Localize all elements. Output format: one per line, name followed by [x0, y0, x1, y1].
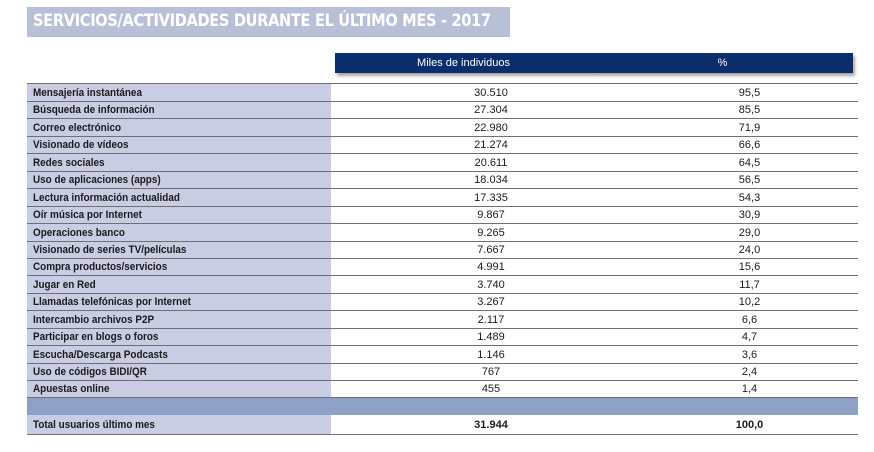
row-label: Redes sociales [33, 156, 105, 169]
title-banner: SERVICIOS/ACTIVIDADES DURANTE EL ÚLTIMO … [27, 7, 510, 37]
row-label: Visionado de series TV/películas [33, 243, 187, 256]
separator-band [27, 398, 858, 415]
row-label: Búsqueda de información [33, 104, 155, 117]
table-row: Uso de códigos BIDI/QR 767 2,4 [27, 363, 858, 382]
table-row: Apuestas online 455 1,4 [27, 380, 858, 399]
row-percent: 56,5 [738, 174, 761, 187]
row-percent: 10,2 [738, 296, 761, 309]
row-percent: 24,0 [738, 243, 761, 256]
row-value: 4.991 [477, 261, 505, 274]
row-percent: 30,9 [738, 209, 761, 222]
table-row: Mensajería instantánea 30.510 95,5 [27, 84, 858, 102]
table-row: Búsqueda de información 27.304 85,5 [27, 101, 858, 120]
row-label: Participar en blogs o foros [33, 331, 159, 344]
row-label: Uso de códigos BIDI/QR [33, 366, 147, 379]
row-value: 17.335 [474, 191, 508, 204]
table-row: Uso de aplicaciones (apps) 18.034 56,5 [27, 171, 858, 190]
row-value: 20.611 [474, 156, 508, 169]
total-label-background [27, 415, 331, 434]
row-label: Llamadas telefónicas por Internet [33, 296, 191, 309]
table-row: Correo electrónico 22.980 71,9 [27, 119, 858, 137]
row-value: 767 [481, 366, 501, 379]
total-label: Total usuarios último mes [33, 419, 155, 431]
table-row: Intercambio archivos P2P 2.117 6,6 [27, 311, 858, 329]
row-percent: 15,6 [738, 261, 761, 274]
row-label: Apuestas online [33, 383, 110, 396]
row-value: 9.265 [477, 226, 505, 239]
page-title: SERVICIOS/ACTIVIDADES DURANTE EL ÚLTIMO … [33, 11, 491, 31]
column-header-individuos: Miles de individuos [335, 53, 592, 73]
row-percent: 3,6 [741, 348, 758, 361]
column-header-percent: % [592, 53, 853, 73]
table-row: Operaciones banco 9.265 29,0 [27, 224, 858, 242]
row-label: Visionado de vídeos [33, 139, 129, 152]
row-percent: 95,5 [738, 87, 761, 99]
table-row: Oír música por Internet 9.867 30,9 [27, 206, 858, 225]
row-value: 27.304 [474, 104, 508, 117]
total-row: Total usuarios último mes 31.944 100,0 [27, 415, 858, 435]
row-value: 1.146 [477, 348, 505, 361]
table-top-rule [27, 83, 858, 84]
row-percent: 6,6 [741, 313, 758, 326]
table-row: Lectura información actualidad 17.335 54,3 [27, 189, 858, 207]
row-percent: 11,7 [739, 278, 760, 291]
table-row: Visionado de series TV/películas 7.667 24,… [27, 241, 858, 259]
table-row: Escucha/Descarga Podcasts 1.146 3,6 [27, 346, 858, 364]
row-percent: 1,4 [741, 383, 758, 396]
row-percent: 64,5 [738, 156, 761, 169]
table-row: Visionado de vídeos 21.274 66,6 [27, 136, 858, 155]
row-percent: 2,4 [741, 366, 758, 379]
row-percent: 66,6 [738, 139, 761, 152]
row-value: 1.489 [477, 331, 505, 344]
row-value: 9.867 [477, 209, 505, 222]
row-label: Uso de aplicaciones (apps) [33, 174, 161, 187]
row-label: Correo electrónico [33, 121, 122, 134]
row-value: 2.117 [477, 313, 505, 326]
table-row: Redes sociales 20.611 64,5 [27, 154, 858, 172]
row-label: Operaciones banco [33, 226, 125, 239]
row-percent: 71,9 [738, 121, 761, 134]
row-label: Intercambio archivos P2P [33, 313, 155, 326]
total-value: 31.944 [474, 419, 508, 431]
row-value: 7.667 [477, 243, 505, 256]
row-label: Mensajería instantánea [33, 87, 142, 99]
row-label: Escucha/Descarga Podcasts [33, 348, 168, 361]
row-label: Lectura información actualidad [33, 191, 180, 204]
row-percent: 85,5 [738, 104, 761, 117]
row-value: 3.740 [477, 278, 505, 291]
row-percent: 54,3 [738, 191, 761, 204]
row-label: Compra productos/servicios [33, 261, 168, 274]
row-value: 21.274 [474, 139, 508, 152]
row-percent: 29,0 [738, 226, 761, 239]
row-percent: 4,7 [741, 331, 758, 344]
row-label: Oír música por Internet [33, 209, 142, 222]
row-value: 455 [481, 383, 501, 396]
table-row: Jugar en Red 3.740 11,7 [27, 276, 858, 294]
row-label: Jugar en Red [33, 278, 96, 291]
row-value: 30.510 [474, 87, 508, 99]
table-row: Compra productos/servicios 4.991 15,6 [27, 258, 858, 277]
row-value: 18.034 [474, 174, 508, 187]
total-percent: 100,0 [735, 419, 764, 431]
row-value: 3.267 [477, 296, 505, 309]
table-row: Llamadas telefónicas por Internet 3.267 10… [27, 293, 858, 312]
table-row: Participar en blogs o foros 1.489 4,7 [27, 328, 858, 347]
row-value: 22.980 [474, 121, 508, 134]
